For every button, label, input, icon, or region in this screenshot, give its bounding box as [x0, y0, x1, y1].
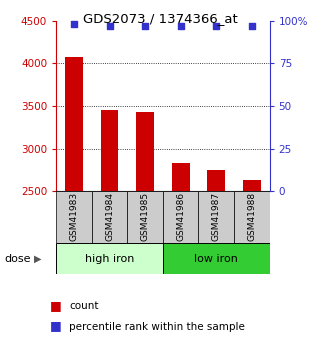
Bar: [136, 112, 154, 191]
Bar: [56, 191, 92, 243]
Point: [107, 23, 112, 29]
Text: GSM41985: GSM41985: [141, 192, 150, 241]
Bar: [101, 109, 118, 191]
Point: [143, 23, 148, 29]
Bar: [56, 243, 163, 274]
Text: dose: dose: [5, 254, 31, 264]
Bar: [65, 57, 83, 191]
Bar: [198, 191, 234, 243]
Text: GSM41987: GSM41987: [212, 192, 221, 241]
Bar: [234, 191, 270, 243]
Bar: [172, 163, 190, 191]
Text: high iron: high iron: [85, 254, 134, 264]
Text: GSM41986: GSM41986: [176, 192, 185, 241]
Text: GDS2073 / 1374366_at: GDS2073 / 1374366_at: [83, 12, 238, 25]
Text: GSM41988: GSM41988: [247, 192, 256, 241]
Text: count: count: [69, 302, 99, 311]
Text: GSM41984: GSM41984: [105, 192, 114, 241]
Point: [249, 23, 255, 29]
Bar: [163, 243, 270, 274]
Text: GSM41983: GSM41983: [69, 192, 78, 241]
Bar: [243, 179, 261, 191]
Point: [71, 21, 76, 27]
Bar: [163, 191, 198, 243]
Bar: [127, 191, 163, 243]
Text: ■: ■: [50, 319, 62, 333]
Point: [214, 23, 219, 29]
Bar: [92, 191, 127, 243]
Text: low iron: low iron: [194, 254, 238, 264]
Text: percentile rank within the sample: percentile rank within the sample: [69, 322, 245, 332]
Bar: [207, 170, 225, 191]
Text: ▶: ▶: [34, 254, 41, 264]
Point: [178, 23, 183, 29]
Text: ■: ■: [50, 299, 62, 312]
